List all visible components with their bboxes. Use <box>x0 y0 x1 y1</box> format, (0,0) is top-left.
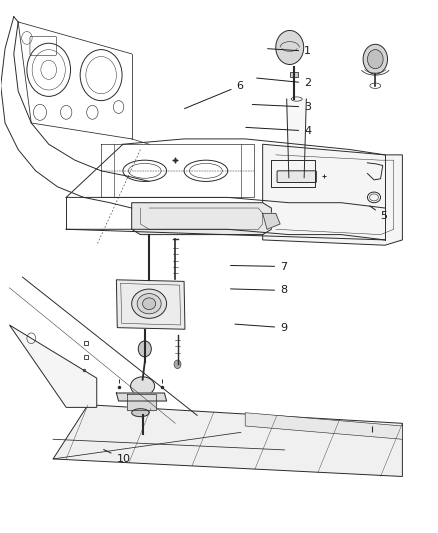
Text: 7: 7 <box>230 262 287 271</box>
Text: 8: 8 <box>230 286 287 295</box>
Bar <box>290 72 298 77</box>
Circle shape <box>363 44 388 74</box>
Text: 2: 2 <box>257 78 311 88</box>
Polygon shape <box>117 280 185 329</box>
Ellipse shape <box>137 294 161 314</box>
Circle shape <box>174 360 181 368</box>
Text: 9: 9 <box>235 322 287 333</box>
Circle shape <box>276 30 304 64</box>
Polygon shape <box>132 203 272 235</box>
Polygon shape <box>287 99 306 177</box>
Circle shape <box>138 341 151 357</box>
Polygon shape <box>245 413 403 439</box>
Circle shape <box>367 50 383 69</box>
Text: 4: 4 <box>246 126 311 136</box>
Ellipse shape <box>132 409 149 417</box>
Polygon shape <box>127 394 155 410</box>
Polygon shape <box>263 213 280 229</box>
Polygon shape <box>53 405 403 477</box>
Ellipse shape <box>143 298 155 310</box>
Polygon shape <box>263 144 403 245</box>
Text: 10: 10 <box>104 449 131 464</box>
Polygon shape <box>117 393 166 401</box>
Text: 5: 5 <box>370 206 388 221</box>
Text: 6: 6 <box>184 81 244 109</box>
Ellipse shape <box>131 377 155 395</box>
FancyBboxPatch shape <box>277 171 316 182</box>
Text: 1: 1 <box>268 46 311 56</box>
Polygon shape <box>10 325 97 407</box>
Ellipse shape <box>132 289 166 318</box>
Text: 3: 3 <box>252 102 311 112</box>
